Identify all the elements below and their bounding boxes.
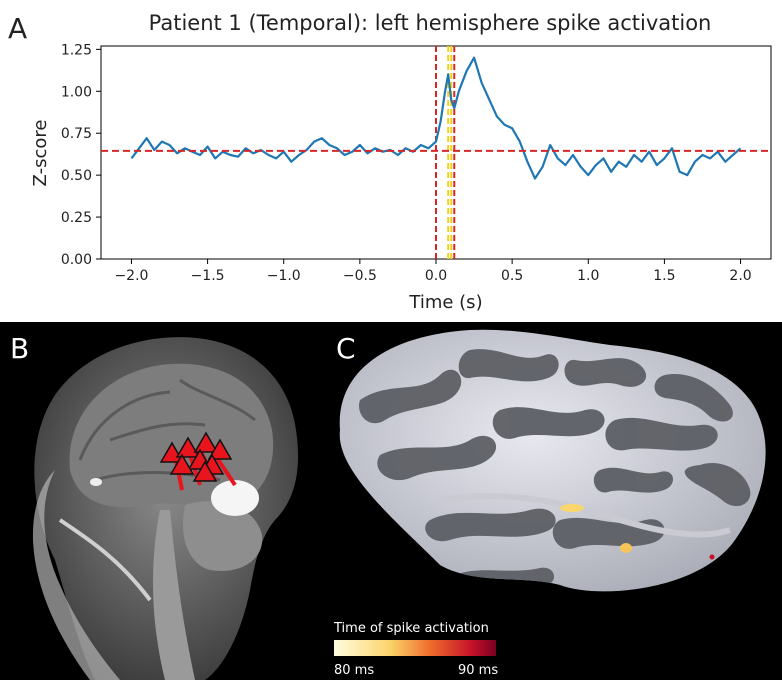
y-tick-label: 0.50 bbox=[61, 168, 92, 184]
y-tick-label: 0.00 bbox=[61, 252, 92, 268]
x-tick-label: 1.0 bbox=[577, 268, 599, 284]
brainstem bbox=[153, 510, 195, 680]
activation-spot bbox=[560, 504, 584, 512]
electrode-marker bbox=[207, 438, 233, 460]
y-tick-label: 1.25 bbox=[61, 42, 92, 58]
x-tick-label: −1.0 bbox=[267, 268, 301, 284]
colorbar-title: Time of spike activation bbox=[333, 621, 489, 636]
electrode-marker bbox=[192, 460, 218, 482]
bright-structure-small bbox=[90, 478, 102, 486]
y-tick-label: 0.25 bbox=[61, 210, 92, 226]
sulci bbox=[78, 378, 256, 482]
reference-lines bbox=[435, 46, 456, 259]
cerebellum bbox=[182, 501, 263, 571]
chart-title: Patient 1 (Temporal): left hemisphere sp… bbox=[149, 11, 712, 35]
x-axis-label: Time (s) bbox=[408, 292, 482, 313]
activation-spot bbox=[709, 554, 715, 560]
bright-structure bbox=[211, 480, 259, 516]
x-tick-label: 0.0 bbox=[425, 268, 447, 284]
axis-ticks: −2.0 −1.5 −1.0 −0.5 0.0 0.5 1.0 1.5 2.0 0.00 0.25 0… bbox=[61, 42, 752, 284]
electrode-marker bbox=[175, 436, 201, 458]
x-tick-label: 1.5 bbox=[653, 268, 675, 284]
electrode-marker bbox=[169, 453, 195, 475]
x-tick-label: 0.5 bbox=[501, 268, 523, 284]
colorbar-max-label: 90 ms bbox=[458, 663, 498, 678]
colorbar bbox=[334, 640, 496, 656]
panel-a-letter: A bbox=[8, 12, 27, 45]
series-line bbox=[130, 56, 742, 180]
y-tick-label: 0.75 bbox=[61, 126, 92, 142]
electrode-trace bbox=[213, 453, 237, 487]
x-tick-label: −1.5 bbox=[191, 268, 225, 284]
x-tick-label: 2.0 bbox=[729, 268, 751, 284]
nasal-structure bbox=[58, 518, 152, 602]
activation-spot bbox=[620, 543, 632, 553]
panel-c-cortical-surface: C Time of spike activation 80 ms 90 ms bbox=[320, 322, 782, 680]
y-tick-label: 1.00 bbox=[61, 84, 92, 100]
electrode-marker bbox=[193, 431, 219, 453]
x-tick-label: −0.5 bbox=[343, 268, 377, 284]
panel-c-letter: C bbox=[336, 332, 356, 365]
panel-b-mri-image: B bbox=[0, 322, 320, 680]
x-tick-label: −2.0 bbox=[114, 268, 148, 284]
panel-a-line-chart: A Patient 1 (Temporal): left hemisphere … bbox=[8, 11, 772, 313]
colorbar-min-label: 80 ms bbox=[334, 663, 374, 678]
panel-b-letter: B bbox=[10, 332, 29, 365]
electrode-markers bbox=[159, 431, 237, 491]
y-axis-label: Z-score bbox=[30, 120, 51, 187]
face-profile bbox=[32, 470, 120, 680]
series-group bbox=[101, 56, 771, 180]
